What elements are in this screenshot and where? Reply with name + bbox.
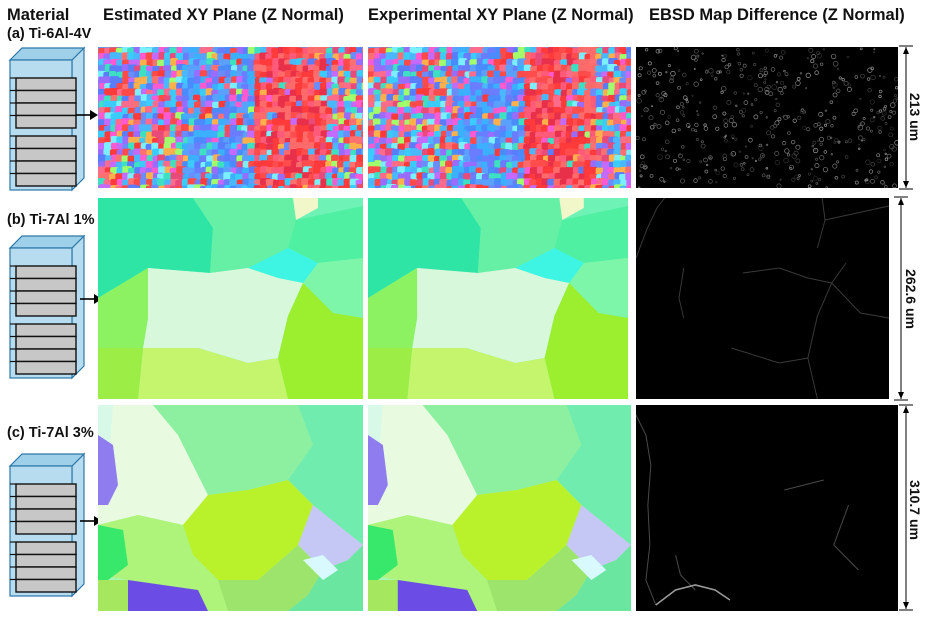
row-a-estimated-map [98, 47, 363, 188]
row-b-label: (b) Ti-7Al 1% [7, 212, 95, 228]
scale-label-b: 262.6 um [903, 269, 919, 329]
layer-stack-icon-c [8, 452, 86, 598]
row-b-difference-map [636, 198, 889, 399]
row-b-experimental-map [368, 198, 628, 399]
estimated-header: Estimated XY Plane (Z Normal) [103, 6, 344, 24]
material-header: Material [7, 6, 70, 24]
scale-bar-a [899, 45, 913, 190]
scale-bar-c [899, 404, 913, 611]
difference-header: EBSD Map Difference (Z Normal) [649, 6, 905, 24]
layer-stack-icon-a [8, 46, 86, 192]
layer-stack-icon-b [8, 234, 86, 380]
row-a-experimental-map [368, 47, 631, 188]
experimental-header: Experimental XY Plane (Z Normal) [368, 6, 634, 24]
row-a-label: (a) Ti-6Al-4V [7, 26, 92, 42]
row-c-experimental-map [368, 405, 631, 611]
arrow-icon-a [76, 110, 98, 120]
row-c-difference-map [636, 405, 898, 611]
scale-bar-b [894, 196, 908, 401]
scale-label-c: 310.7 um [907, 480, 923, 540]
row-b-estimated-map [98, 198, 363, 399]
scale-label-a: 213 um [907, 92, 923, 142]
row-c-estimated-map [98, 405, 363, 611]
row-a-difference-map [636, 47, 898, 188]
row-c-label: (c) Ti-7Al 3% [7, 425, 94, 441]
